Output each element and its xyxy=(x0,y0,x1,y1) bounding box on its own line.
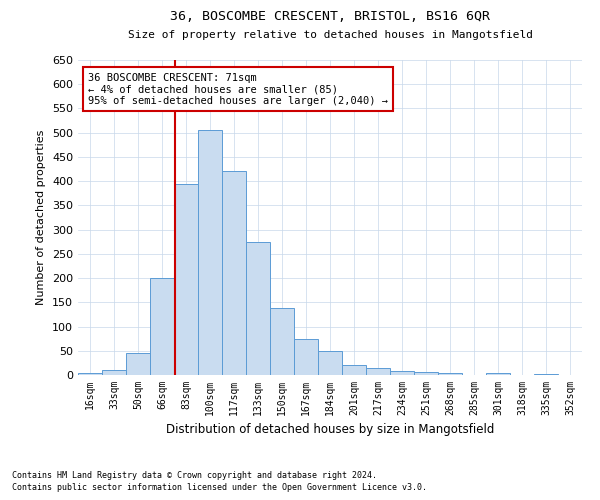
Text: 36 BOSCOMBE CRESCENT: 71sqm
← 4% of detached houses are smaller (85)
95% of semi: 36 BOSCOMBE CRESCENT: 71sqm ← 4% of deta… xyxy=(88,72,388,106)
Text: Size of property relative to detached houses in Mangotsfield: Size of property relative to detached ho… xyxy=(128,30,533,40)
Bar xyxy=(126,353,150,375)
Bar xyxy=(342,366,366,375)
Bar xyxy=(246,242,270,375)
Bar xyxy=(486,372,510,375)
Bar xyxy=(270,308,294,375)
Bar xyxy=(174,184,198,375)
Bar xyxy=(414,372,438,375)
Bar xyxy=(390,371,414,375)
Bar xyxy=(102,370,126,375)
Bar xyxy=(198,130,222,375)
X-axis label: Distribution of detached houses by size in Mangotsfield: Distribution of detached houses by size … xyxy=(166,424,494,436)
Bar xyxy=(150,278,174,375)
Bar xyxy=(534,374,558,375)
Y-axis label: Number of detached properties: Number of detached properties xyxy=(37,130,46,305)
Text: 36, BOSCOMBE CRESCENT, BRISTOL, BS16 6QR: 36, BOSCOMBE CRESCENT, BRISTOL, BS16 6QR xyxy=(170,10,490,22)
Bar xyxy=(366,368,390,375)
Bar xyxy=(318,351,342,375)
Text: Contains HM Land Registry data © Crown copyright and database right 2024.: Contains HM Land Registry data © Crown c… xyxy=(12,471,377,480)
Bar xyxy=(222,172,246,375)
Bar xyxy=(78,372,102,375)
Text: Contains public sector information licensed under the Open Government Licence v3: Contains public sector information licen… xyxy=(12,484,427,492)
Bar xyxy=(294,338,318,375)
Bar xyxy=(438,372,462,375)
